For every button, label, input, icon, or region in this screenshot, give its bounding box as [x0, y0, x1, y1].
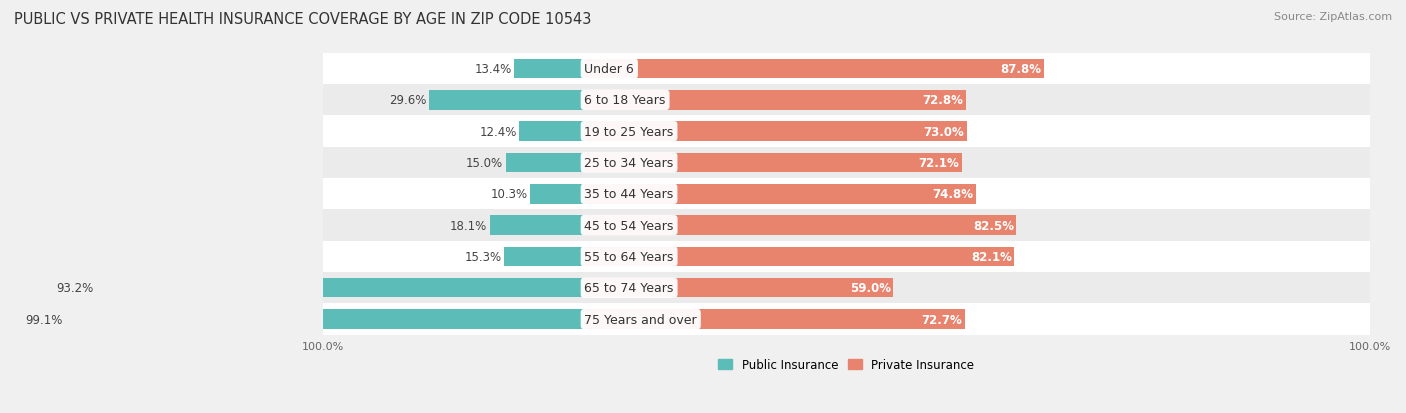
- Bar: [585, 91, 966, 110]
- Bar: [585, 59, 1045, 79]
- Bar: [585, 310, 965, 329]
- Bar: [429, 91, 585, 110]
- Bar: [322, 304, 1369, 335]
- Text: 12.4%: 12.4%: [479, 125, 517, 138]
- Text: 65 to 74 Years: 65 to 74 Years: [585, 282, 673, 294]
- Text: 19 to 25 Years: 19 to 25 Years: [585, 125, 673, 138]
- Text: 72.1%: 72.1%: [918, 157, 959, 170]
- Text: 25 to 34 Years: 25 to 34 Years: [585, 157, 673, 170]
- Text: 45 to 54 Years: 45 to 54 Years: [585, 219, 673, 232]
- Bar: [322, 179, 1369, 210]
- Bar: [585, 185, 976, 204]
- Bar: [322, 54, 1369, 85]
- Bar: [585, 122, 967, 142]
- Bar: [515, 59, 585, 79]
- Bar: [519, 122, 585, 142]
- Text: PUBLIC VS PRIVATE HEALTH INSURANCE COVERAGE BY AGE IN ZIP CODE 10543: PUBLIC VS PRIVATE HEALTH INSURANCE COVER…: [14, 12, 592, 27]
- Text: 82.5%: 82.5%: [973, 219, 1014, 232]
- Text: 18.1%: 18.1%: [450, 219, 486, 232]
- Bar: [322, 85, 1369, 116]
- Bar: [322, 116, 1369, 147]
- Bar: [97, 278, 585, 298]
- Text: 75 Years and over: 75 Years and over: [585, 313, 697, 326]
- Text: 72.7%: 72.7%: [922, 313, 963, 326]
- Text: 93.2%: 93.2%: [56, 282, 94, 294]
- Text: 59.0%: 59.0%: [849, 282, 891, 294]
- Bar: [66, 310, 585, 329]
- Bar: [585, 278, 893, 298]
- Text: 74.8%: 74.8%: [932, 188, 973, 201]
- Text: 15.0%: 15.0%: [467, 157, 503, 170]
- Text: 15.3%: 15.3%: [464, 250, 502, 263]
- Bar: [585, 216, 1017, 235]
- Text: 99.1%: 99.1%: [25, 313, 63, 326]
- Text: 6 to 18 Years: 6 to 18 Years: [585, 94, 666, 107]
- Bar: [530, 185, 585, 204]
- Text: 13.4%: 13.4%: [474, 63, 512, 76]
- Text: 10.3%: 10.3%: [491, 188, 527, 201]
- Bar: [322, 210, 1369, 241]
- Text: 35 to 44 Years: 35 to 44 Years: [585, 188, 673, 201]
- Text: 87.8%: 87.8%: [1001, 63, 1042, 76]
- Bar: [322, 147, 1369, 179]
- Text: Source: ZipAtlas.com: Source: ZipAtlas.com: [1274, 12, 1392, 22]
- Text: 55 to 64 Years: 55 to 64 Years: [585, 250, 673, 263]
- Bar: [322, 273, 1369, 304]
- Text: Under 6: Under 6: [585, 63, 634, 76]
- Bar: [506, 153, 585, 173]
- Bar: [585, 247, 1014, 266]
- Bar: [322, 241, 1369, 273]
- Bar: [585, 153, 962, 173]
- Text: 73.0%: 73.0%: [924, 125, 965, 138]
- Text: 82.1%: 82.1%: [970, 250, 1012, 263]
- Text: 72.8%: 72.8%: [922, 94, 963, 107]
- Bar: [489, 216, 585, 235]
- Legend: Public Insurance, Private Insurance: Public Insurance, Private Insurance: [713, 354, 979, 376]
- Bar: [505, 247, 585, 266]
- Text: 29.6%: 29.6%: [389, 94, 427, 107]
